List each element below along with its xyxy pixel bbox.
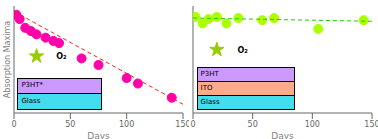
svg-text:150: 150 xyxy=(364,120,370,129)
svg-text:0: 0 xyxy=(11,120,16,129)
svg-text:50: 50 xyxy=(65,120,75,129)
html-text:P3HT*: P3HT* xyxy=(21,81,44,90)
html-text:Glass: Glass xyxy=(200,97,220,106)
svg-text:O₂: O₂ xyxy=(56,52,67,61)
svg-text:Absorption Maxima: Absorption Maxima xyxy=(8,21,12,98)
svg-text:Days: Days xyxy=(87,131,110,139)
svg-text:Days: Days xyxy=(271,131,294,139)
svg-text:0: 0 xyxy=(190,120,195,129)
svg-text:O₂: O₂ xyxy=(237,46,248,55)
html-text:P3HT: P3HT xyxy=(200,70,219,78)
html-text:Glass: Glass xyxy=(21,97,41,105)
html-text:ITO: ITO xyxy=(200,83,213,92)
svg-text:100: 100 xyxy=(119,120,134,129)
svg-text:50: 50 xyxy=(248,120,258,129)
svg-text:150: 150 xyxy=(175,120,189,129)
svg-text:100: 100 xyxy=(305,120,320,129)
